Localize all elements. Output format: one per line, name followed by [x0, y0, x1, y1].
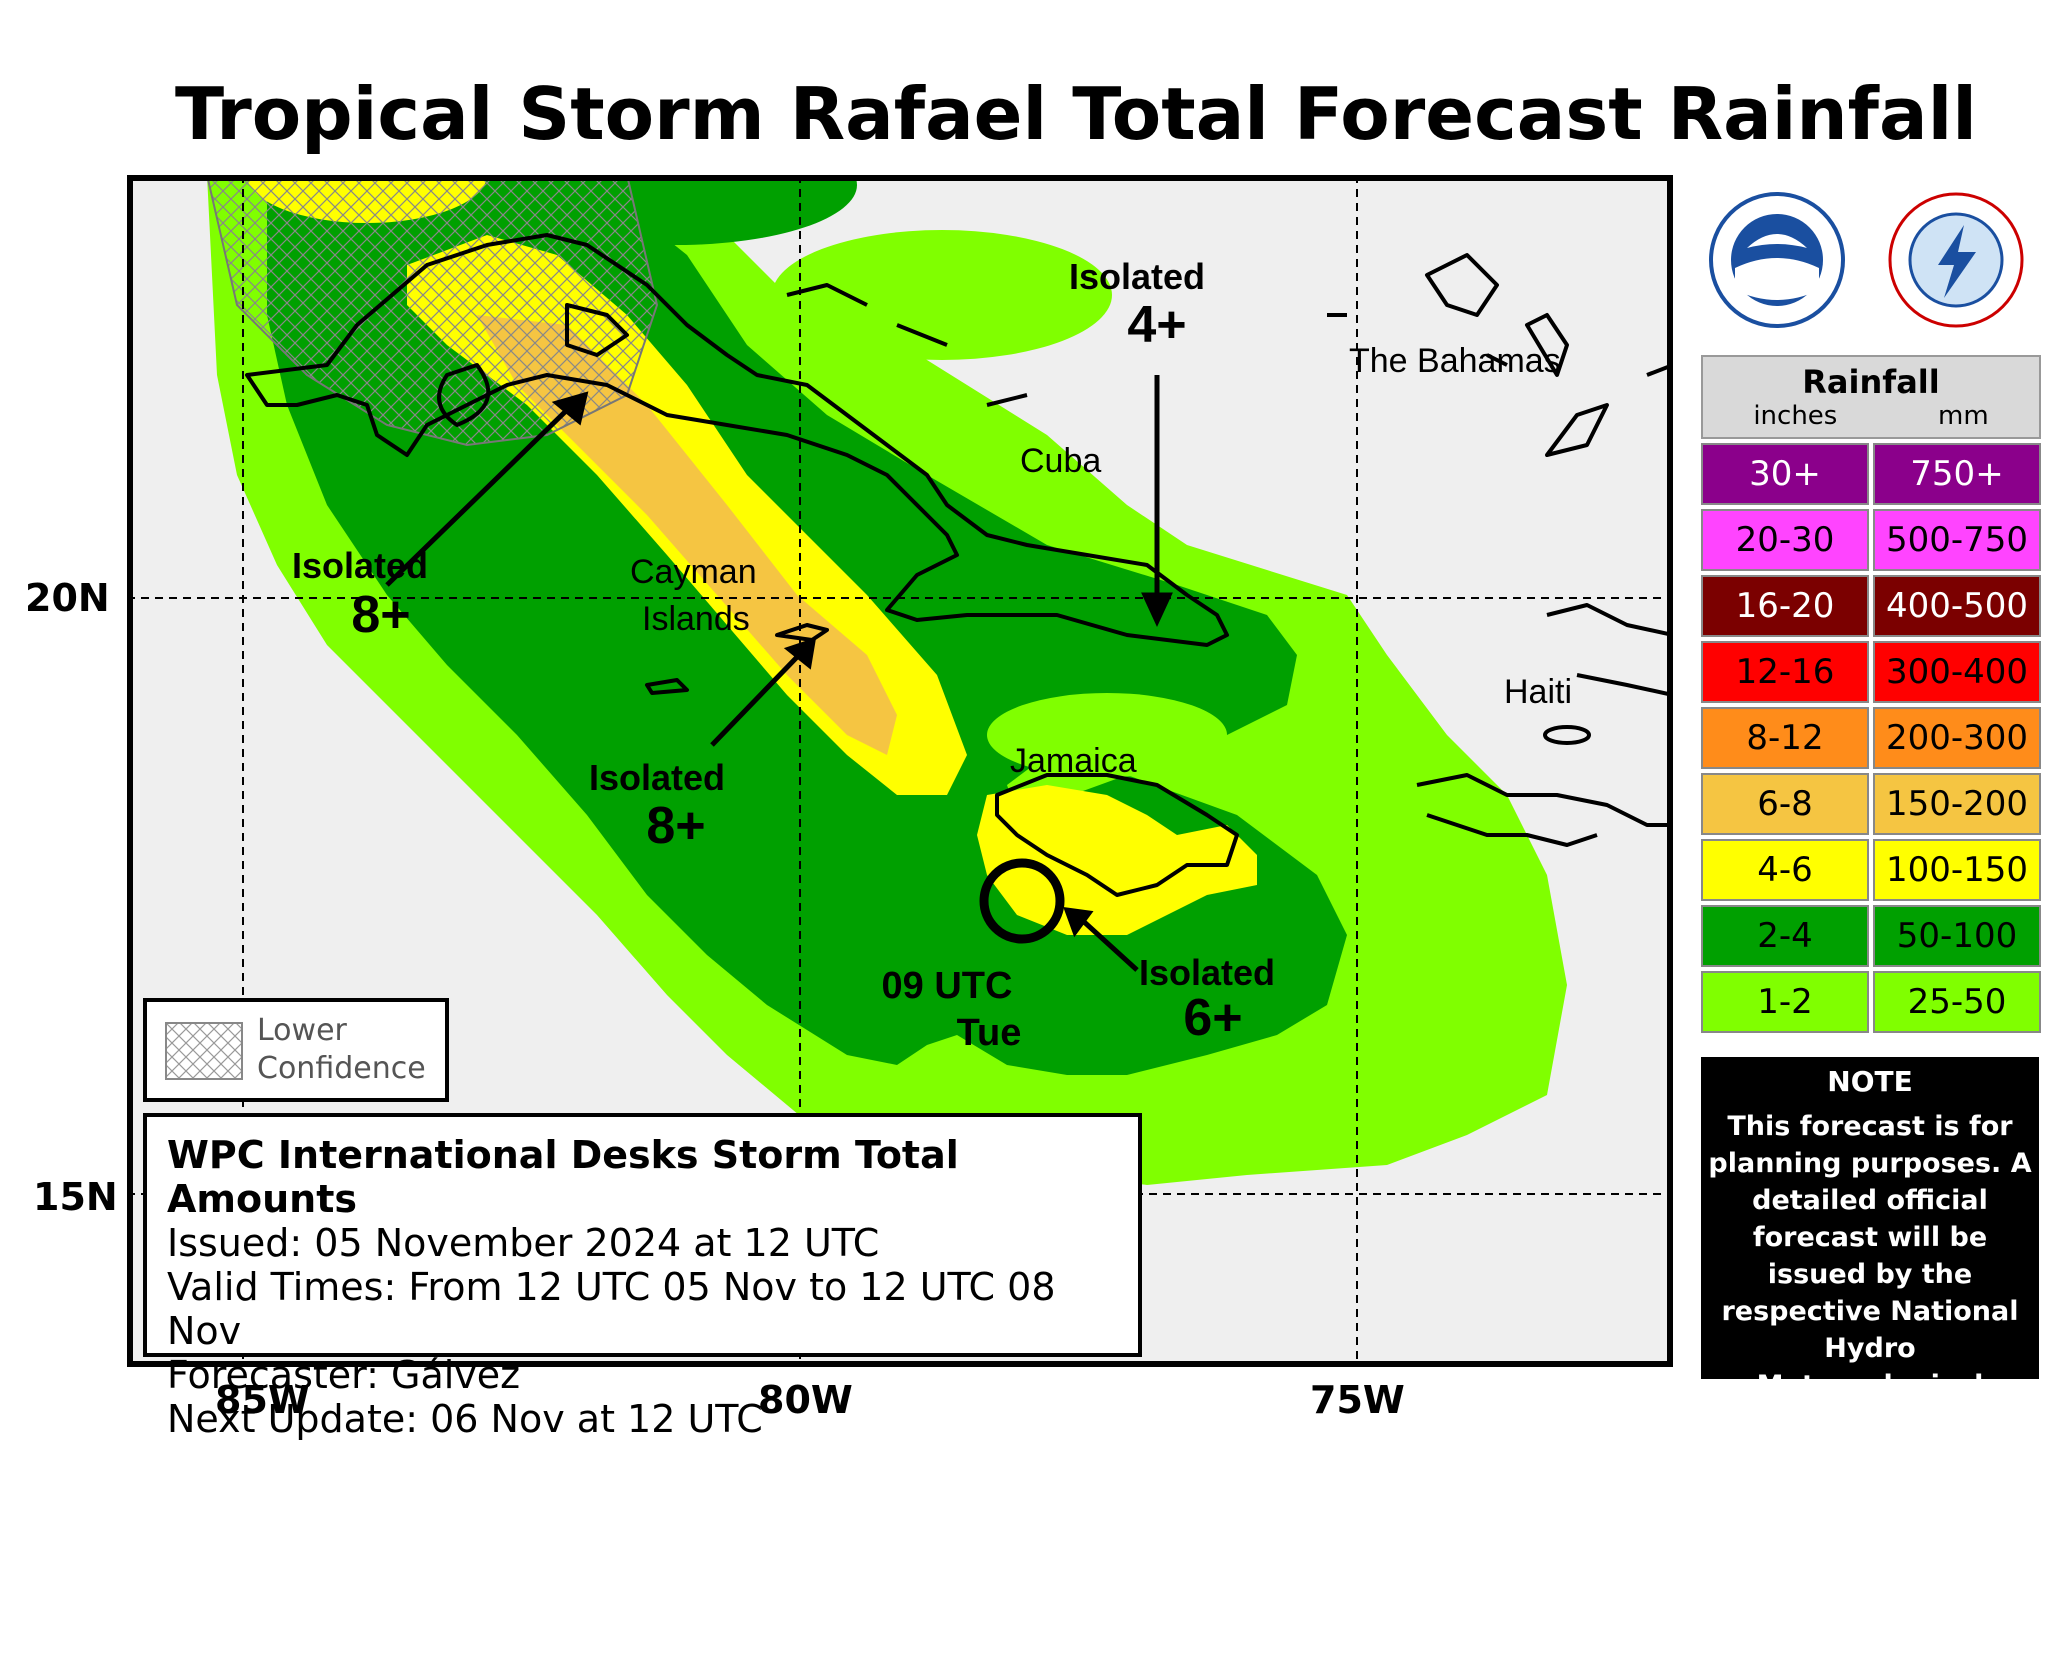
info-forecaster: Forecaster: Gálvez [167, 1353, 521, 1397]
label-haiti: Haiti [1504, 673, 1572, 711]
rainfall-1-2-jamaica-ring [987, 693, 1227, 777]
legend-row: 6-8 150-200 [1701, 773, 2041, 835]
legend-row: 8-12 200-300 [1701, 707, 2041, 769]
legend-row: 16-20 400-500 [1701, 575, 2041, 637]
legend-cell-mm: 500-750 [1873, 509, 2041, 571]
lon-label-85w: 85W [215, 1378, 310, 1422]
label-cuba: Cuba [1020, 442, 1101, 480]
legend-title: Rainfall [1802, 363, 1940, 401]
hatch-swatch [165, 1022, 243, 1080]
legend-cell-inches: 30+ [1701, 443, 1869, 505]
info-issued: Issued: 05 November 2024 at 12 UTC [167, 1221, 880, 1265]
lat-label-15n: 15N [33, 1175, 118, 1219]
forecast-info-box: WPC International Desks Storm Total Amou… [143, 1113, 1142, 1441]
annotation-4-word: Isolated [1069, 256, 1205, 297]
annotation-8a-value: 8+ [351, 586, 410, 644]
storm-position-marker [979, 858, 1065, 944]
lon-label-75w: 75W [1310, 1378, 1405, 1422]
legend-unit-mm: mm [1938, 401, 1989, 431]
low-confidence-line1: Lower [257, 1013, 347, 1048]
legend-cell-mm: 100-150 [1873, 839, 2041, 901]
legend-cell-mm: 200-300 [1873, 707, 2041, 769]
legend-unit-inches: inches [1753, 401, 1838, 431]
nws-logo [1888, 192, 2024, 328]
legend-cell-mm: 150-200 [1873, 773, 2041, 835]
info-next-update: Next Update: 06 Nov at 12 UTC [167, 1397, 763, 1441]
legend-cell-inches: 1-2 [1701, 971, 1869, 1033]
lon-label-80w: 80W [758, 1378, 853, 1422]
legend-cell-mm: 750+ [1873, 443, 2041, 505]
note-heading: NOTE [1827, 1065, 1913, 1098]
label-cayman-2: Islands [642, 600, 750, 638]
annotation-8a-word: Isolated [292, 545, 428, 586]
legend-row: 30+ 750+ [1701, 443, 2041, 505]
legend-row: 12-16 300-400 [1701, 641, 2041, 703]
legend-cell-inches: 16-20 [1701, 575, 1869, 637]
annotation-arrows [385, 375, 1173, 972]
rainfall-6-8-area [477, 315, 897, 755]
rainfall-map: The Bahamas Cuba Cayman Islands Haiti Ja… [127, 175, 1673, 1367]
label-jamaica: Jamaica [1010, 742, 1137, 780]
annotation-8b-word: Isolated [589, 757, 725, 798]
low-confidence-line2: Confidence [257, 1051, 426, 1086]
annotation-6-word: Isolated [1139, 952, 1275, 993]
rainfall-legend: Rainfall inches mm 30+ 750+ 20-30 500-750 16… [1701, 355, 2041, 1033]
low-confidence-key: Lower Confidence [143, 998, 449, 1102]
legend-cell-mm: 400-500 [1873, 575, 2041, 637]
legend-cell-inches: 6-8 [1701, 773, 1869, 835]
map-frame [127, 175, 1673, 1367]
lat-label-20n: 20N [25, 576, 110, 620]
note-box: NOTE This forecast is for planning purpo… [1701, 1057, 2039, 1438]
legend-header: Rainfall inches mm [1701, 355, 2041, 439]
legend-cell-inches: 2-4 [1701, 905, 1869, 967]
label-cayman-1: Cayman [630, 553, 757, 591]
legend-cell-mm: 50-100 [1873, 905, 2041, 967]
legend-row: 2-4 50-100 [1701, 905, 2041, 967]
legend-cell-inches: 20-30 [1701, 509, 1869, 571]
legend-row: 20-30 500-750 [1701, 509, 2041, 571]
legend-cell-inches: 12-16 [1701, 641, 1869, 703]
annotation-6-value: 6+ [1183, 989, 1242, 1047]
legend-cell-inches: 4-6 [1701, 839, 1869, 901]
legend-cell-mm: 300-400 [1873, 641, 2041, 703]
noaa-logo [1709, 192, 1845, 328]
info-valid: Valid Times: From 12 UTC 05 Nov to 12 UT… [167, 1265, 1056, 1353]
map-title: Tropical Storm Rafael Total Forecast Rai… [175, 72, 1977, 156]
storm-time-line1: 09 UTC [882, 965, 1013, 1007]
label-bahamas: The Bahamas [1349, 342, 1561, 380]
legend-cell-mm: 25-50 [1873, 971, 2041, 1033]
annotation-8b-value: 8+ [646, 797, 705, 855]
legend-row: 1-2 25-50 [1701, 971, 2041, 1033]
legend-row: 4-6 100-150 [1701, 839, 2041, 901]
storm-time-line2: Tue [957, 1012, 1022, 1054]
note-body: This forecast is for planning purposes. … [1708, 1111, 2032, 1438]
coastlines [245, 233, 1673, 897]
annotation-4-value: 4+ [1127, 296, 1186, 354]
legend-cell-inches: 8-12 [1701, 707, 1869, 769]
info-heading: WPC International Desks Storm Total Amou… [167, 1133, 959, 1221]
